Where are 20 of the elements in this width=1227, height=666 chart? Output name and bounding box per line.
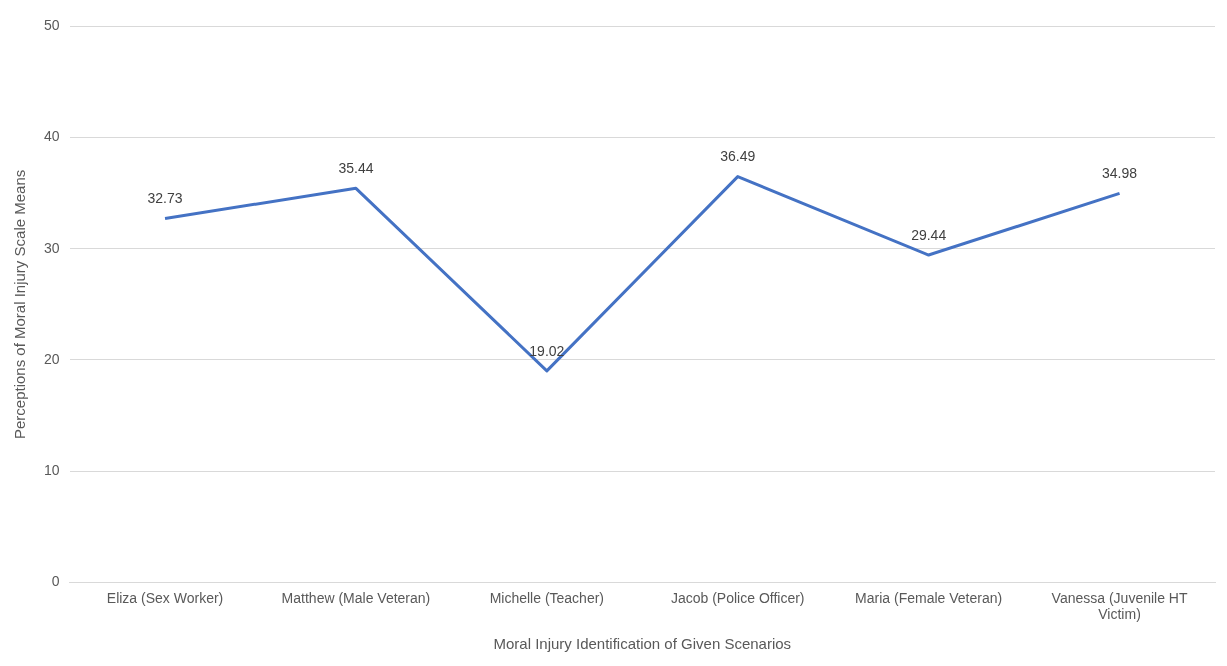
data-label: 19.02 xyxy=(529,342,565,359)
x-tick-label: Vanessa (Juvenile HT Victim) xyxy=(1051,589,1188,623)
x-tick-label: Jacob (Police Officer) xyxy=(670,589,805,606)
data-label: 36.49 xyxy=(720,148,756,165)
data-label: 34.98 xyxy=(1102,165,1138,182)
y-tick-label: 40 xyxy=(43,128,60,145)
data-label: 29.44 xyxy=(911,226,947,243)
y-axis-title: Perceptions of Moral Injury Scale Means xyxy=(11,169,29,440)
x-tick-label: Maria (Female Veteran) xyxy=(855,589,1003,606)
y-tick-label: 10 xyxy=(43,462,60,479)
y-tick-label: 30 xyxy=(43,239,60,256)
data-label: 35.44 xyxy=(338,160,374,177)
y-tick-label: 0 xyxy=(51,573,60,590)
y-tick-label: 50 xyxy=(43,17,60,34)
y-tick-label: 20 xyxy=(43,350,60,367)
data-label: 32.73 xyxy=(147,190,183,207)
x-axis-title: Moral Injury Identification of Given Scenarios xyxy=(493,635,792,653)
x-tick-label: Eliza (Sex Worker) xyxy=(106,589,224,606)
x-tick-label: Matthew (Male Veteran) xyxy=(281,589,431,606)
x-tick-label: Michelle (Teacher) xyxy=(489,589,605,606)
